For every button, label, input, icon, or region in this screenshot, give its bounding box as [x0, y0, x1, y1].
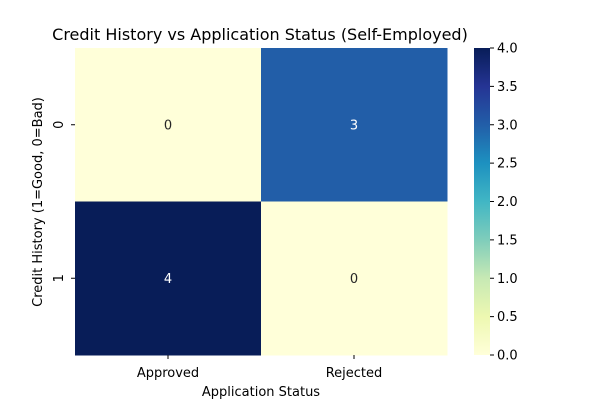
cell-value-label: 0 — [350, 272, 358, 287]
heatmap-cell — [75, 48, 262, 202]
cell-value-label: 4 — [164, 272, 172, 287]
colorbar-tick-label: 3.0 — [497, 118, 518, 133]
cell-value-label: 0 — [164, 118, 172, 133]
colorbar: 0.0 0.5 1.0 1.5 2.0 2.5 3.0 3.5 4.0 — [474, 42, 518, 364]
x-tick-label: Rejected — [326, 366, 383, 381]
x-axis-label: Application Status — [202, 385, 320, 400]
chart-title: Credit History vs Application Status (Se… — [52, 25, 468, 44]
x-axis: Approved Rejected — [137, 355, 382, 381]
y-tick-label: 1 — [52, 274, 67, 282]
colorbar-tick-label: 2.5 — [497, 157, 518, 172]
colorbar-gradient — [474, 48, 490, 355]
y-axis-label: Credit History (1=Good, 0=Bad) — [31, 97, 46, 307]
colorbar-tick-label: 2.0 — [497, 195, 518, 210]
heatmap-cell-labels: 0 3 4 0 — [164, 118, 358, 287]
colorbar-tick-label: 1.5 — [497, 233, 518, 248]
colorbar-tick-label: 4.0 — [497, 42, 518, 57]
colorbar-tick-label: 1.0 — [497, 272, 518, 287]
colorbar-tick-label: 3.5 — [497, 80, 518, 95]
heatmap-cells — [75, 48, 448, 356]
heatmap-cell — [261, 48, 448, 202]
y-axis: 01 — [52, 121, 75, 282]
y-tick-label: 0 — [52, 121, 67, 129]
colorbar-tick-label: 0.0 — [497, 349, 518, 364]
cell-value-label: 3 — [350, 118, 358, 133]
colorbar-tick-label: 0.5 — [497, 310, 518, 325]
heatmap-cell — [75, 201, 262, 356]
heatmap-cell — [261, 201, 448, 356]
x-tick-label: Approved — [137, 366, 199, 381]
